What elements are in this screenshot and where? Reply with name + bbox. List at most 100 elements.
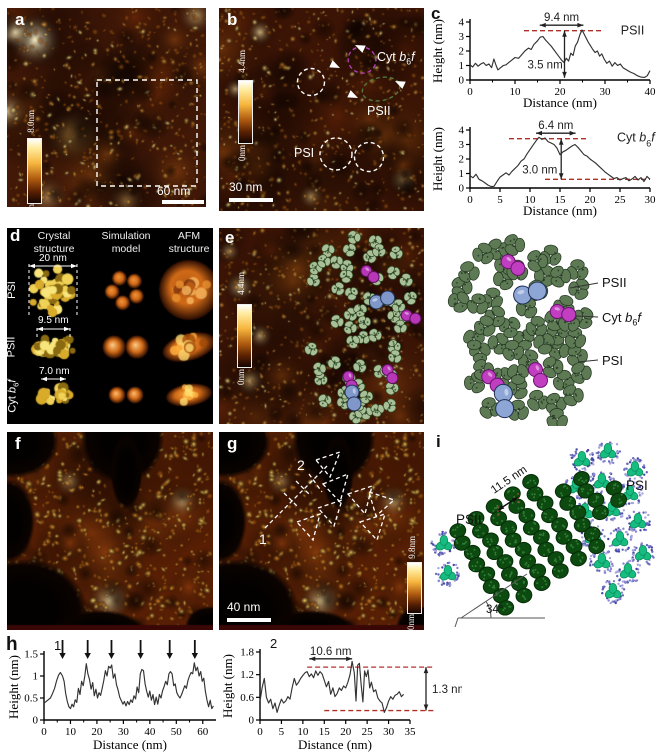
panel-label-h: h: [6, 634, 18, 655]
svg-text:1.5: 1.5: [24, 649, 38, 661]
svg-text:50: 50: [171, 726, 183, 738]
colorbar-b-min: 0nm: [237, 145, 247, 162]
svg-text:1.8: 1.8: [240, 647, 254, 659]
svg-text:0: 0: [41, 726, 47, 738]
svg-text:30: 30: [118, 726, 130, 738]
svg-text:0: 0: [459, 75, 465, 87]
panel-i-array-model: 11.5 nm PSII PSI 34° i: [430, 432, 660, 632]
svg-text:Distance (nm): Distance (nm): [93, 737, 167, 752]
svg-text:3: 3: [459, 31, 465, 43]
svg-text:30: 30: [600, 86, 612, 98]
svg-text:0.6: 0.6: [240, 692, 254, 704]
svg-text:3.5 nm: 3.5 nm: [528, 59, 563, 71]
colorbar-g: [407, 562, 422, 614]
column-header-simulation: Simulation model: [101, 230, 151, 255]
panel-d-structure-comparison: d Crystal structure Simulation model AFM…: [7, 228, 213, 424]
svg-text:60: 60: [197, 726, 209, 738]
svg-text:0: 0: [459, 183, 465, 195]
svg-text:40: 40: [645, 86, 657, 98]
svg-text:0.5: 0.5: [24, 693, 38, 705]
svg-text:15: 15: [319, 726, 331, 738]
colorbar-g-max: 9.8nm: [407, 536, 417, 559]
svg-text:0: 0: [467, 86, 473, 98]
panel-label-a: a: [15, 10, 25, 29]
structure-images-d: [7, 228, 213, 424]
panel-e-structure-overlay: [304, 230, 422, 424]
svg-text:Distance (nm): Distance (nm): [523, 203, 597, 218]
row-label-psii: PSII: [7, 336, 18, 358]
svg-text:2: 2: [297, 457, 305, 473]
svg-text:20: 20: [555, 86, 567, 98]
scalebar-a: [162, 200, 204, 204]
svg-text:3.0 nm: 3.0 nm: [522, 165, 557, 177]
colorbar-a: [27, 138, 42, 204]
membrane-organization-diagram: [447, 234, 599, 426]
svg-text:2: 2: [459, 46, 465, 58]
cytb6f-label-b: Cyt b6f: [377, 50, 415, 67]
column-header-crystal: Crystal structure: [33, 230, 75, 255]
svg-text:4: 4: [459, 125, 465, 137]
cytb6f-size-label: 7.0 nm: [39, 366, 70, 377]
panel-label-d: d: [10, 228, 21, 245]
svg-text:0: 0: [257, 726, 263, 738]
afm-texture-g: [219, 432, 424, 630]
svg-text:10: 10: [510, 86, 522, 98]
svg-text:2: 2: [459, 154, 465, 166]
row-label-psi: PSI: [7, 281, 18, 299]
svg-text:40: 40: [144, 726, 156, 738]
svg-text:25: 25: [615, 194, 627, 206]
colorbar-g-min: 0nm: [406, 614, 416, 630]
panel-e-afm-with-overlay: e 4.4nm 0nm: [219, 228, 424, 424]
row-label-cytb6f: Cyt b6f: [7, 379, 21, 413]
psi-label-b: PSI: [294, 146, 315, 160]
panel-label-f: f: [15, 434, 21, 453]
height-profile-chart-cytb6f: 0 5 10 15 20 25 30 0 1 2 3 4 Distance (nm) Height (nm…: [432, 120, 657, 218]
column-header-afm: AFM structure: [168, 230, 210, 255]
svg-text:1: 1: [459, 60, 465, 72]
svg-text:3: 3: [459, 139, 465, 151]
svg-text:10.6 nm: 10.6 nm: [310, 646, 352, 658]
scalebar-b-text: 30 nm: [229, 180, 263, 194]
svg-text:30: 30: [645, 194, 657, 206]
svg-text:10: 10: [297, 726, 309, 738]
svg-text:PSI: PSI: [626, 478, 648, 493]
height-profile-chart-1: 0 10 20 30 40 50 60 0 0.5 1 1.5 Distance (nm) Height…: [8, 638, 216, 752]
afm-texture-f: [7, 432, 213, 630]
panel-d-measure-arrows: [28, 263, 78, 382]
svg-text:4: 4: [459, 17, 465, 29]
psi-label-diagram: PSI: [602, 353, 623, 368]
svg-text:10: 10: [525, 194, 537, 206]
svg-text:Height (nm): Height (nm): [432, 127, 445, 191]
svg-text:1: 1: [459, 168, 465, 180]
svg-text:20: 20: [340, 726, 352, 738]
scalebar-g-text: 40 nm: [227, 600, 261, 614]
scalebar-b: [229, 198, 273, 202]
psi-size-label: 20 nm: [39, 253, 67, 264]
panel-b-overlay: [296, 45, 406, 173]
svg-text:Distance (nm): Distance (nm): [298, 737, 372, 752]
afm-texture-b: [219, 8, 424, 211]
scalebar-g: [227, 618, 271, 622]
panel-f-afm-image: f: [7, 432, 213, 630]
colorbar-a-min: 0nm: [26, 204, 36, 207]
svg-text:0: 0: [249, 715, 255, 727]
svg-text:1: 1: [33, 671, 39, 683]
panel-g-overlay: 12: [259, 450, 396, 547]
svg-text:Height (nm): Height (nm): [432, 19, 445, 83]
psii-size-label: 9.5 nm: [38, 315, 69, 326]
svg-text:5: 5: [497, 194, 503, 206]
panel-a-overlay: [96, 79, 198, 187]
colorbar-e: [237, 304, 252, 368]
svg-text:10: 10: [65, 726, 77, 738]
zoom-region-dashed-box: [96, 79, 198, 187]
panel-label-g: g: [227, 434, 238, 453]
svg-text:20: 20: [585, 194, 597, 206]
height-profile-chart-psii: 0 10 20 30 40 0 1 2 3 4 Distance (nm) Height (nm) 9.…: [432, 12, 657, 110]
colorbar-e-min: 0nm: [236, 369, 246, 386]
panel-e-diagram: PSII Cyt b6f PSI: [430, 230, 660, 426]
colorbar-b: [238, 80, 253, 144]
svg-text:2: 2: [270, 636, 277, 651]
colorbar-a-max: 8.0nm: [26, 110, 36, 133]
svg-text:30: 30: [383, 726, 395, 738]
